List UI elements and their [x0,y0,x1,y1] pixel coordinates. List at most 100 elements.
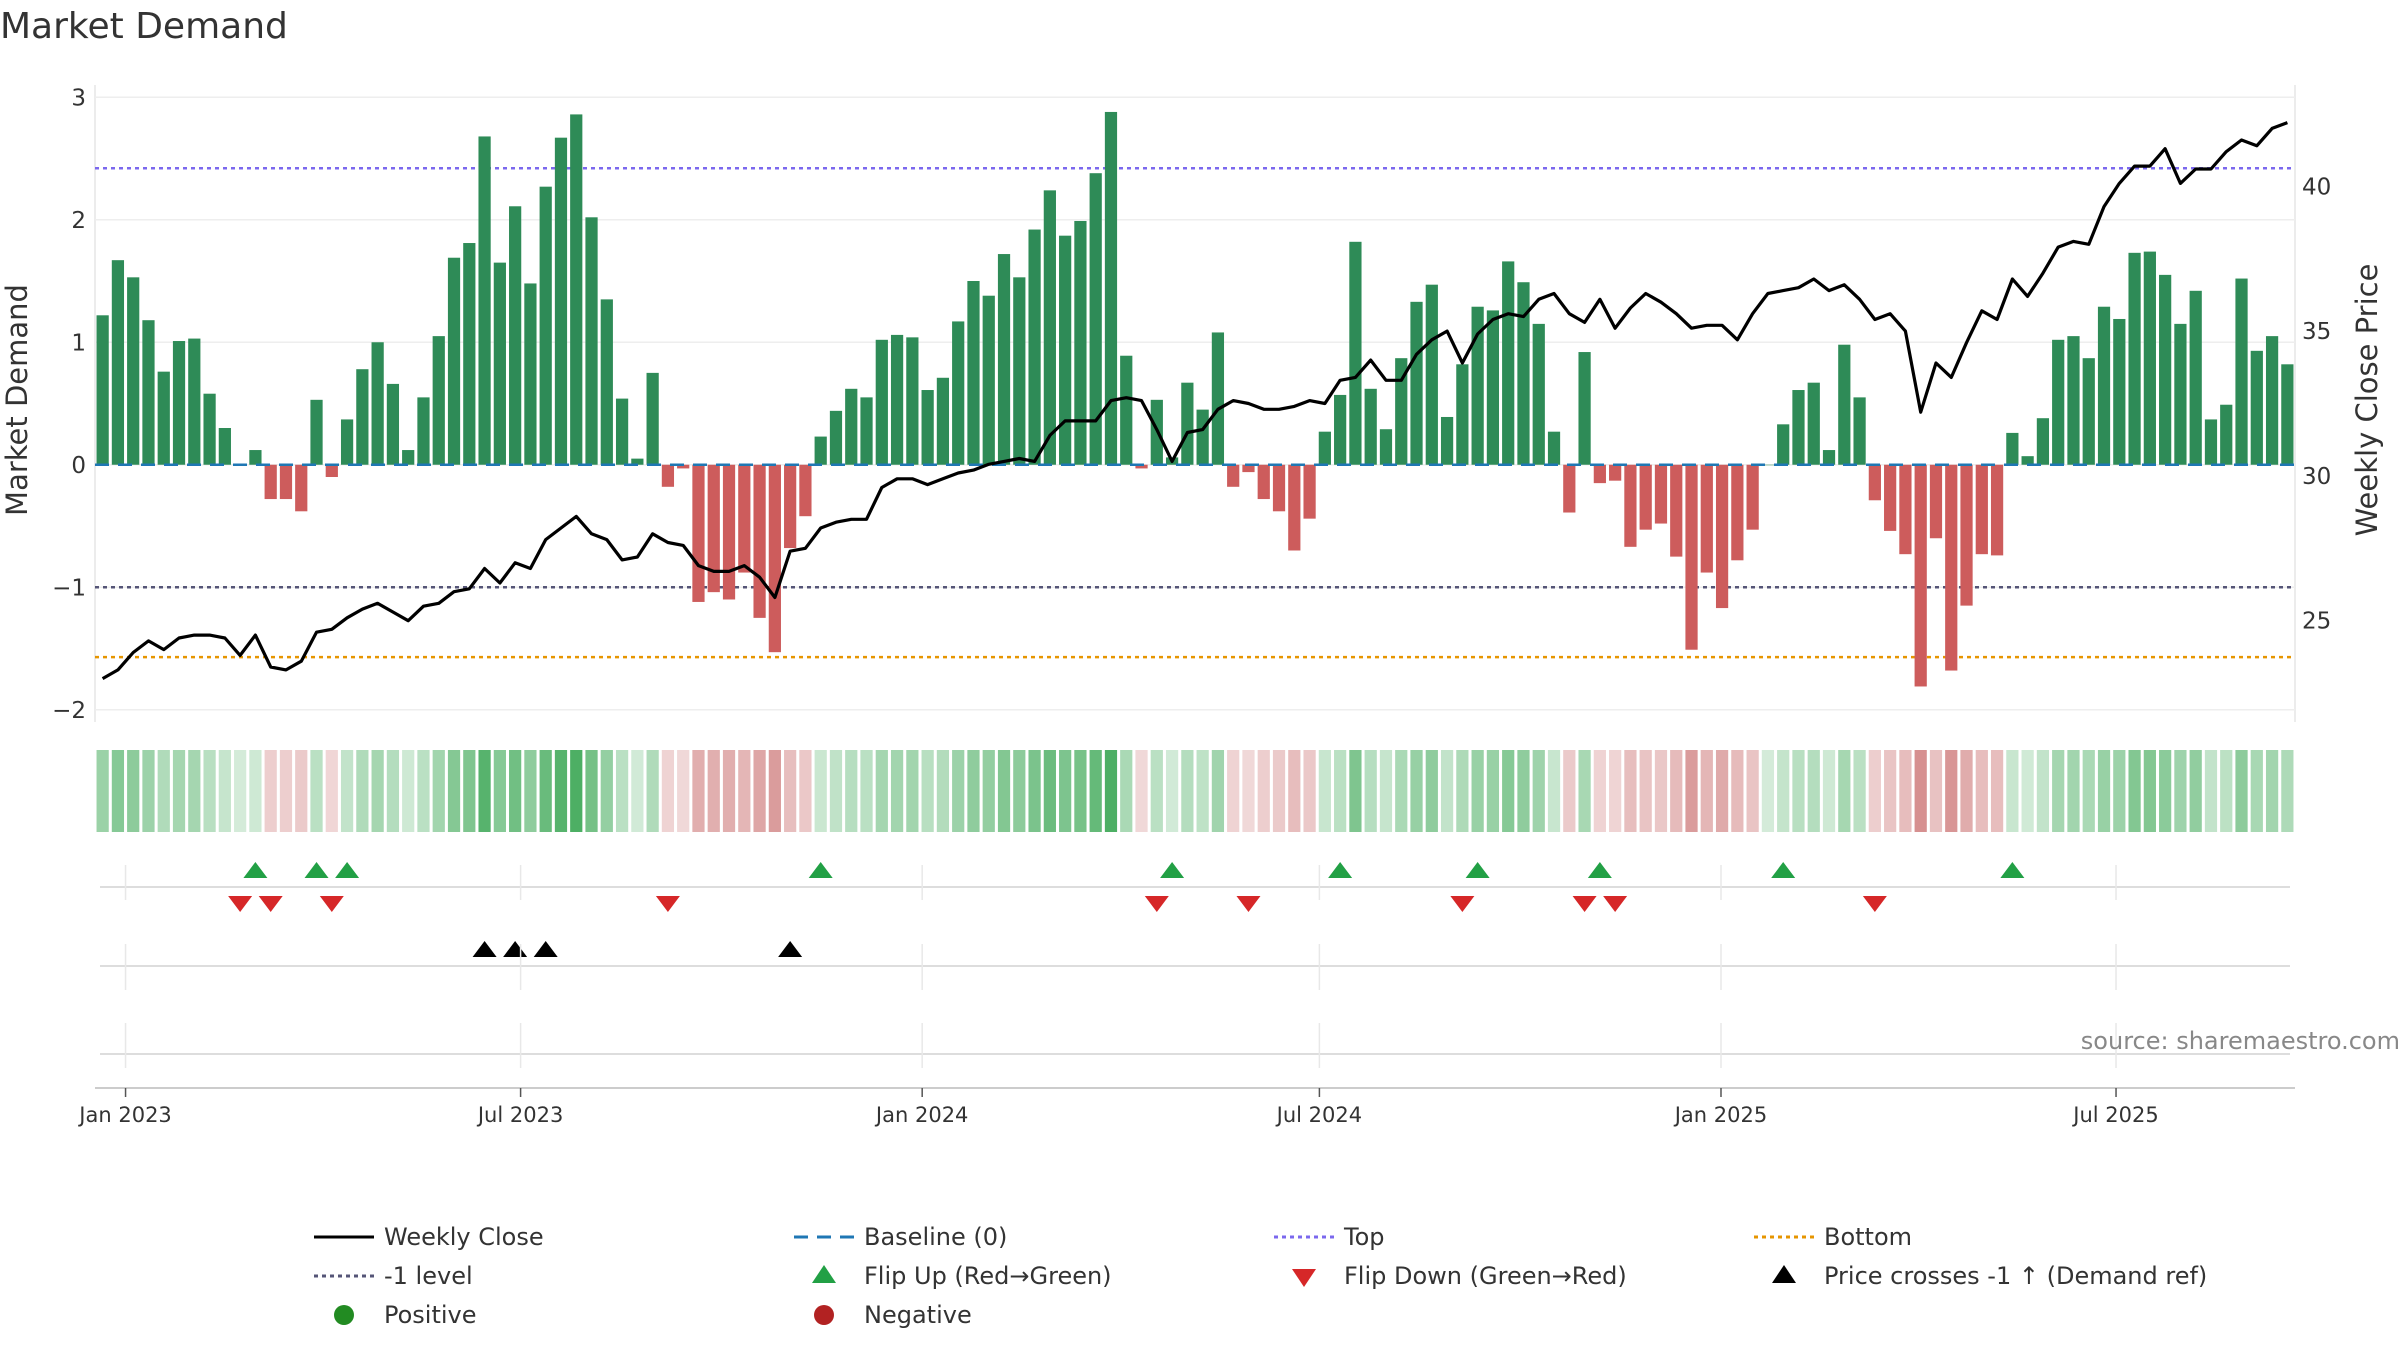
legend-label: Flip Down (Green→Red) [1344,1262,1627,1290]
demand-bar [2052,339,2065,465]
date-tick-label: Jan 2023 [77,1103,172,1127]
demand-bar [1074,220,1087,465]
heat-cell [600,750,613,832]
left-tick-label: −1 [52,575,86,601]
heat-cell [371,750,384,832]
heat-cell [1807,750,1820,832]
demand-bar [2159,274,2172,465]
left-tick-label: 3 [71,85,86,111]
heat-cell [1502,750,1515,832]
triangle-up-icon [1772,1265,1796,1283]
heat-cell [1059,750,1072,832]
demand-bar [1975,464,1988,555]
demand-bar [1609,464,1622,481]
demand-bar [1364,388,1377,465]
chart-title: Market Demand [0,6,288,47]
heat-cell [784,750,797,832]
demand-bar [1059,235,1072,465]
demand-bar [1410,301,1423,465]
date-tick-label: Jul 2023 [476,1103,563,1127]
heat-cell [478,750,491,832]
heat-cell [1471,750,1484,832]
heat-cell [1578,750,1591,832]
demand-bar [478,136,491,465]
heat-cell [921,750,934,832]
heat-cell [1196,750,1209,832]
left-tick-label: 2 [71,208,86,234]
heat-cell [1257,750,1270,832]
demand-bar [1486,310,1500,465]
demand-bar [1334,394,1347,465]
heat-cell [2097,750,2111,832]
heat-cell [1074,750,1087,832]
flip-down-marker [1603,896,1628,912]
heat-cell [1945,750,1958,832]
heat-cell [753,750,766,832]
heat-cell [1685,750,1698,832]
heat-cell [829,750,843,832]
demand-bar [1624,464,1637,547]
demand-bar [1257,464,1270,500]
heat-cell [1013,750,1026,832]
legend-item: Flip Down (Green→Red) [1292,1262,1627,1290]
demand-bar [386,383,400,465]
heat-cell [615,750,629,832]
heat-cell [1364,750,1377,832]
heat-cell [677,750,690,832]
heat-cell [1288,750,1301,832]
heat-cell [524,750,537,832]
demand-bar [1715,464,1729,609]
demand-bar [1670,464,1683,557]
demand-bar [2006,432,2019,465]
heat-cell [188,750,201,832]
demand-bar [1960,464,1973,606]
demand-bar [967,281,980,465]
demand-bar [432,336,445,465]
demand-bar [539,186,552,465]
heat-cell [234,750,247,832]
heat-cell [692,750,705,832]
demand-bar [692,464,705,602]
flip-up-marker [335,862,360,878]
demand-bar [509,206,522,465]
demand-bar [157,371,170,465]
date-tick-label: Jan 2024 [874,1103,969,1127]
heat-cell [2006,750,2019,832]
right-tick-label: 25 [2302,609,2331,635]
demand-bar [982,295,995,465]
price-cross-panel [100,941,2290,967]
heat-cell [2250,750,2263,832]
demand-bar [2235,278,2248,465]
heat-cell [463,750,476,832]
flip-down-marker [228,896,253,912]
heat-cell [1700,750,1713,832]
heat-cell [356,750,369,832]
demand-bar [1517,282,1530,465]
demand-bar [936,377,950,465]
heat-cell [2235,750,2248,832]
demand-bar [1914,464,1927,687]
heat-cell [1089,750,1102,832]
heat-cell [493,750,506,832]
heat-cell [1715,750,1729,832]
heat-cell [722,750,736,832]
demand-bar [554,137,568,465]
heat-cell [646,750,659,832]
heat-cell [1746,750,1759,832]
legend-label: Flip Up (Red→Green) [864,1262,1112,1290]
demand-bar [279,464,293,500]
heat-cell [264,750,277,832]
price-cross-marker [533,941,558,957]
demand-bar [1471,306,1484,465]
demand-bar [188,338,201,465]
flip-up-marker [2000,862,2025,878]
heat-cell [279,750,293,832]
demand-bar [402,450,415,465]
demand-bar [1227,464,1240,487]
demand-bar [2036,418,2050,465]
flip-down-marker [258,896,283,912]
heat-cell [1120,750,1133,832]
demand-bar [1532,323,1545,465]
heat-cell [2128,750,2141,832]
demand-bar [1318,431,1331,465]
